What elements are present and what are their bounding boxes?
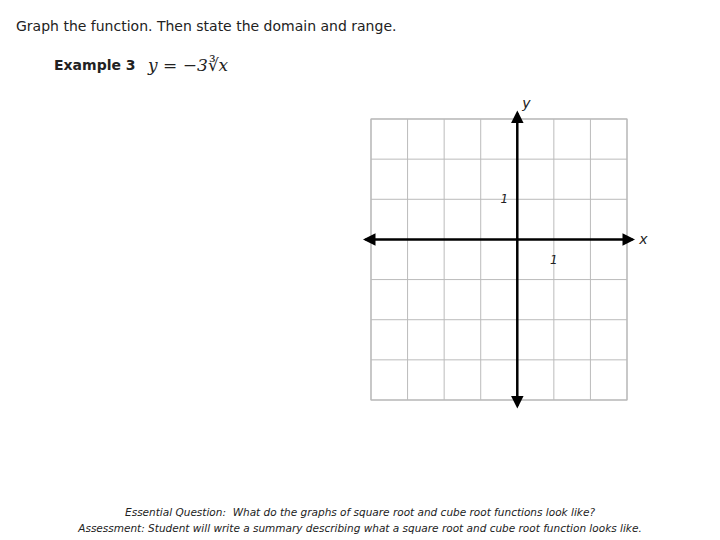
- grid-line: [371, 159, 627, 160]
- y-tick-label: 1: [501, 192, 509, 206]
- grid-line: [371, 199, 627, 200]
- y-axis-line: [516, 113, 519, 406]
- grid-line: [627, 119, 628, 400]
- formula: y = −3∛x: [147, 55, 229, 75]
- grid: [371, 119, 627, 400]
- x-tick-label: 1: [550, 253, 558, 267]
- x-axis-label: x: [638, 231, 648, 247]
- grid-line: [371, 319, 627, 320]
- grid-line: [480, 119, 481, 400]
- note: Assessment: Student will write a summary…: [77, 522, 642, 534]
- grid-line: [371, 359, 627, 360]
- x-axis-line: [366, 238, 633, 241]
- grid-line: [590, 119, 591, 400]
- note: Essential Question: What do the graphs o…: [125, 506, 595, 518]
- grid-line: [371, 119, 627, 120]
- y-axis-label: y: [521, 95, 531, 111]
- grid-line: [371, 119, 372, 400]
- grid-line: [444, 119, 445, 400]
- grid-line: [371, 279, 627, 280]
- plot-frame: [371, 119, 627, 400]
- example-label: Example 3: [54, 57, 136, 73]
- title: Graph the function. Then state the domai…: [16, 18, 396, 34]
- grid-line: [371, 400, 627, 401]
- grid-line: [407, 119, 408, 400]
- background: [0, 0, 720, 540]
